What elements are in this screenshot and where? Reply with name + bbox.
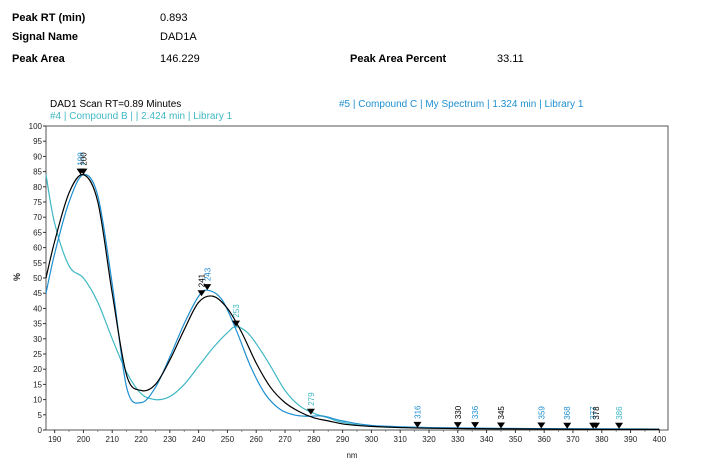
series-line-1	[45, 173, 660, 430]
y-tick-label-14: 70	[33, 213, 42, 222]
x-tick-label-16: 350	[509, 435, 523, 444]
x-tick-label-5: 240	[192, 435, 206, 444]
x-tick-label-21: 400	[653, 435, 667, 444]
y-tick-label-8: 40	[33, 304, 42, 313]
peak-marker-336	[471, 422, 480, 429]
x-tick-label-3: 220	[134, 435, 148, 444]
x-tick-label-11: 300	[365, 435, 379, 444]
axes-layer: 0 5 10 15 20 25 30 35 40 45 50 55 60 65 70 75 80 85 90 95 10…	[29, 122, 669, 444]
peak-area-percent-value: 33.11	[497, 53, 524, 65]
peak-marker-345	[496, 422, 505, 429]
peak-area-value: 146.229	[160, 53, 200, 65]
signal-name-value: DAD1A	[160, 31, 197, 43]
x-tick-label-15: 340	[480, 435, 494, 444]
peak-marker-200	[79, 168, 88, 175]
plot-frame	[45, 125, 669, 431]
x-tick-label-2: 210	[106, 435, 120, 444]
peak-label-336: 336	[471, 405, 480, 419]
peak-label-243: 243	[203, 267, 212, 281]
x-tick-label-19: 380	[595, 435, 609, 444]
peak-label-378: 378	[592, 406, 601, 420]
y-tick-label-16: 80	[33, 183, 42, 192]
peak-label-253: 253	[232, 304, 241, 318]
x-tick-label-7: 260	[250, 435, 264, 444]
y-tick-label-13: 65	[33, 228, 42, 237]
y-tick-label-0: 0	[38, 426, 43, 435]
legend-series-compound-c: #5 | Compound C | My Spectrum | 1.324 mi…	[339, 99, 584, 110]
x-tick-label-18: 370	[566, 435, 580, 444]
x-tick-label-4: 230	[163, 435, 177, 444]
peak-label-359: 359	[537, 406, 546, 420]
peak-marker-243	[203, 284, 212, 291]
peak-marker-316	[413, 421, 422, 428]
peak-marker-330	[453, 422, 462, 429]
x-tick-label-1: 200	[77, 435, 91, 444]
legend-series-dad1: DAD1 Scan RT=0.89 Minutes	[50, 99, 181, 110]
x-axis-label: nm	[346, 451, 357, 460]
peak-rt-value: 0.893	[160, 12, 188, 24]
peak-marker-253	[232, 320, 241, 327]
signal-name-label: Signal Name	[12, 31, 79, 43]
y-tick-label-20: 100	[29, 122, 43, 131]
x-tick-label-10: 290	[336, 435, 350, 444]
x-tick-label-13: 320	[422, 435, 436, 444]
y-tick-label-6: 30	[33, 335, 42, 344]
peak-area-percent-label: Peak Area Percent	[350, 53, 447, 65]
peak-label-330: 330	[454, 405, 463, 419]
x-tick-label-12: 310	[394, 435, 408, 444]
y-axis-label: %	[12, 273, 22, 281]
series-line-2	[45, 174, 660, 430]
peak-label-377: 377	[589, 406, 598, 420]
x-tick-label-8: 270	[278, 435, 292, 444]
x-tick-label-17: 360	[537, 435, 551, 444]
legend-series-compound-b: #4 | Compound B | | 2.424 min | Library …	[50, 111, 233, 122]
y-tick-label-10: 50	[33, 274, 42, 283]
y-tick-label-9: 45	[33, 289, 42, 298]
peak-rt-label: Peak RT (min)	[12, 12, 86, 24]
peak-marker-386	[615, 422, 624, 429]
peak-label-199: 199	[77, 152, 86, 166]
y-tick-label-2: 10	[33, 396, 42, 405]
peak-label-279: 279	[307, 392, 316, 406]
x-tick-label-20: 390	[624, 435, 638, 444]
peak-label-345: 345	[497, 406, 506, 420]
y-tick-label-15: 75	[33, 198, 42, 207]
peak-label-368: 368	[563, 406, 572, 420]
peak-marker-359	[537, 422, 546, 429]
series-layer	[45, 173, 660, 431]
y-tick-label-3: 15	[33, 380, 42, 389]
x-tick-label-6: 250	[221, 435, 235, 444]
peak-marker-368	[563, 422, 572, 429]
peak-area-label: Peak Area	[12, 53, 65, 65]
peak-label-241: 241	[198, 273, 207, 287]
y-tick-label-18: 90	[33, 152, 42, 161]
y-tick-label-7: 35	[33, 320, 42, 329]
x-tick-label-14: 330	[451, 435, 465, 444]
y-tick-label-12: 60	[33, 244, 42, 253]
x-tick-label-9: 280	[307, 435, 321, 444]
y-tick-label-17: 85	[33, 168, 42, 177]
peak-marker-378	[592, 422, 601, 429]
y-tick-label-1: 5	[38, 411, 43, 420]
peak-marker-241	[197, 290, 206, 297]
y-tick-label-19: 95	[33, 137, 42, 146]
peak-marker-279	[306, 408, 315, 415]
y-tick-label-11: 55	[33, 259, 42, 268]
x-tick-label-0: 190	[48, 435, 62, 444]
y-tick-label-4: 20	[33, 365, 42, 374]
series-line-0	[45, 173, 660, 431]
peak-label-200: 200	[79, 152, 88, 166]
y-tick-label-5: 25	[33, 350, 42, 359]
peak-label-316: 316	[413, 405, 422, 419]
peak-label-386: 386	[615, 406, 624, 420]
